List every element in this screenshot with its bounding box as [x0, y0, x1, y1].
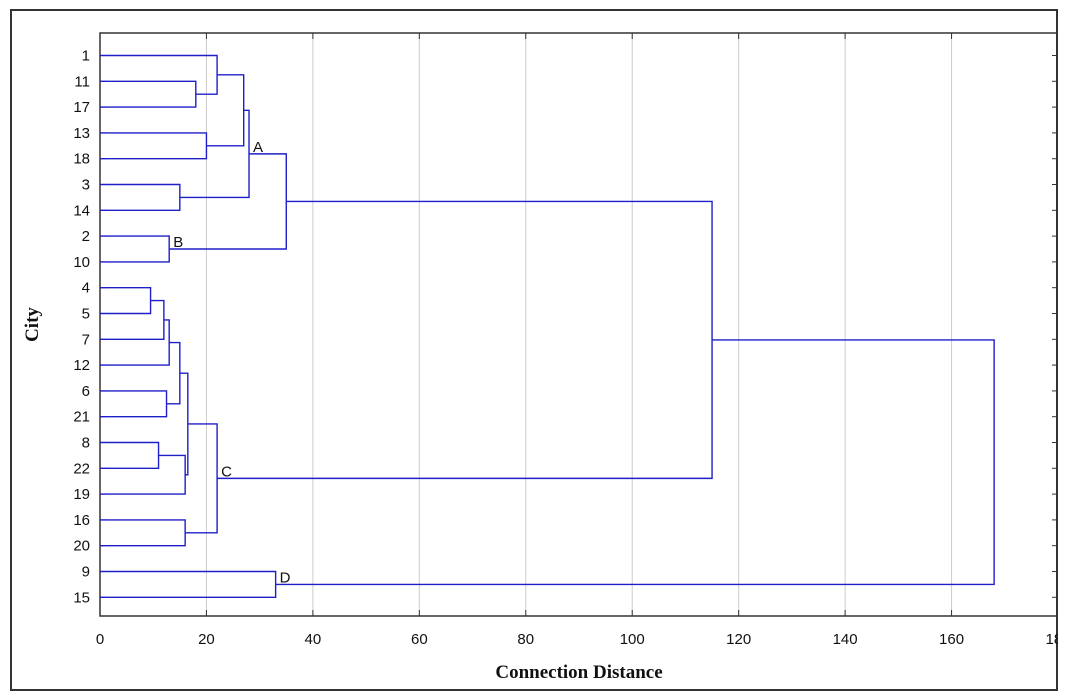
x-tick-label-120: 120 [726, 631, 751, 648]
axis-ticks: 0 20 40 60 80 100 120 140 160 180 [96, 33, 1058, 648]
leaf-label-18: 18 [73, 151, 90, 168]
cluster-label-A: A [253, 139, 263, 156]
link-m6_21 [100, 390, 168, 418]
y-axis-title: City [22, 307, 43, 342]
leaf-label-12: 12 [73, 357, 90, 374]
link-m8_22 [100, 441, 160, 469]
leaf-label-15: 15 [73, 589, 90, 606]
plot-area [99, 32, 1058, 617]
link-mD [100, 570, 277, 598]
cluster-label-D: D [280, 569, 291, 586]
link-m13_18 [100, 132, 208, 160]
x-tick-label-0: 0 [96, 631, 104, 648]
dendrogram-links: A B C D [100, 54, 995, 598]
leaf-label-7: 7 [82, 331, 90, 348]
x-tick-label-60: 60 [411, 631, 428, 648]
x-tick-label-140: 140 [833, 631, 858, 648]
leaf-label-20: 20 [73, 538, 90, 555]
link-m4_5 [100, 287, 152, 315]
x-tick-label-160: 160 [939, 631, 964, 648]
leaf-label-11: 11 [74, 73, 90, 90]
x-axis-title: Connection Distance [495, 662, 662, 683]
x-tick-label-100: 100 [620, 631, 645, 648]
link-m16_20 [100, 519, 186, 547]
link-mRoot [275, 339, 995, 586]
leaf-label-16: 16 [73, 512, 90, 529]
leaf-label-17: 17 [73, 99, 90, 116]
leaf-label-21: 21 [73, 409, 90, 426]
x-tick-label-20: 20 [198, 631, 215, 648]
cluster-label-C: C [221, 463, 232, 480]
leaf-label-8: 8 [82, 435, 90, 452]
x-tick-label-40: 40 [305, 631, 322, 648]
link-m1_18 [206, 74, 245, 147]
leaf-label-13: 13 [73, 125, 90, 142]
link-m4_12 [100, 319, 170, 366]
leaf-label-5: 5 [82, 306, 90, 323]
leaf-label-22: 22 [73, 460, 90, 477]
link-mAB [169, 153, 287, 250]
leaf-label-10: 10 [73, 254, 90, 271]
x-tick-label-80: 80 [517, 631, 534, 648]
leaf-label-3: 3 [82, 177, 90, 194]
cluster-label-B: B [173, 234, 183, 251]
link-mA [179, 109, 250, 199]
leaf-label-1: 1 [82, 48, 90, 65]
leaf-label-4: 4 [82, 280, 90, 297]
leaf-label-9: 9 [82, 564, 90, 581]
link-m1_11_17 [100, 54, 218, 95]
leaf-label-14: 14 [73, 202, 90, 219]
link-mB [100, 235, 170, 263]
leaf-label-2: 2 [82, 228, 90, 245]
link-m4_21 [166, 341, 181, 405]
leaf-label-19: 19 [73, 486, 90, 503]
grid-lines [205, 33, 953, 616]
link-mABC [217, 200, 713, 480]
link-m8_19 [100, 454, 186, 495]
link-m4_19 [179, 372, 189, 476]
link-m11_17 [100, 80, 197, 108]
x-tick-label-180: 180 [1045, 631, 1058, 648]
link-m3_14 [100, 183, 181, 211]
leaf-label-6: 6 [82, 383, 90, 400]
link-m4_5_7 [100, 299, 165, 340]
link-mC [185, 423, 218, 534]
